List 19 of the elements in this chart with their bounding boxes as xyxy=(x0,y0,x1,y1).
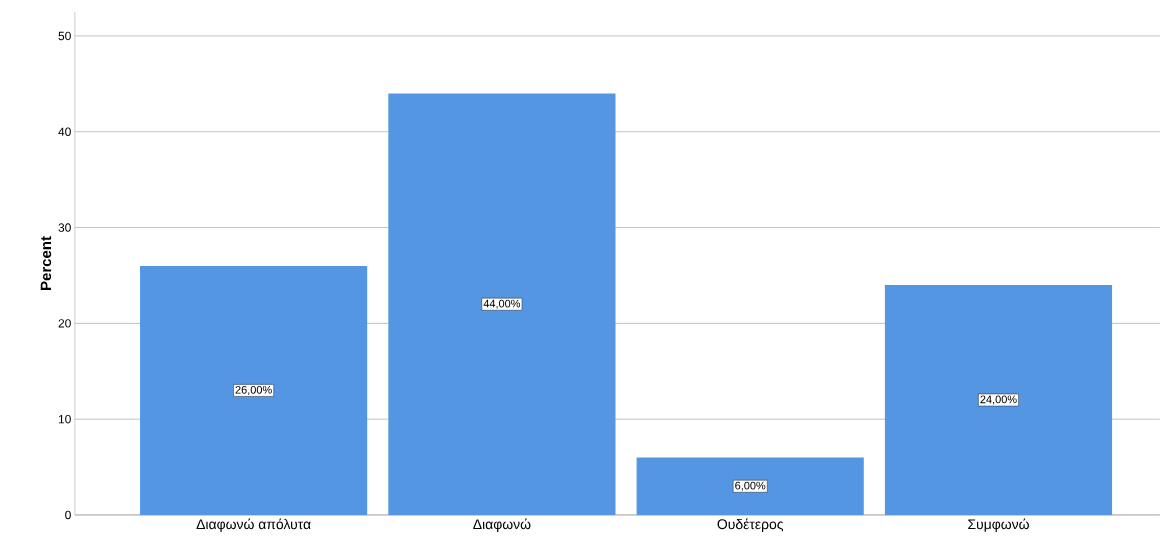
bar xyxy=(636,457,864,515)
data-label: 26,00% xyxy=(235,385,272,395)
y-tick-label: 20 xyxy=(58,319,71,328)
y-tick-label: 10 xyxy=(58,414,71,424)
y-tick-label: 30 xyxy=(58,223,71,232)
x-tick-label: Ουδέτερος xyxy=(717,518,784,532)
y-tick-label: 50 xyxy=(58,31,71,41)
x-tick-label: Διαφωνώ xyxy=(473,518,531,532)
bar xyxy=(140,265,368,515)
y-tick-label: 40 xyxy=(58,127,71,136)
data-label: 24,00% xyxy=(980,395,1017,405)
data-label: 44,00% xyxy=(483,299,521,309)
y-tick-label: 0 xyxy=(65,510,71,520)
bar xyxy=(388,93,616,515)
x-tick-label: Συμφωνώ xyxy=(968,518,1029,532)
x-tick-label: Διαφωνώ απόλυτα xyxy=(196,518,311,532)
bar xyxy=(884,285,1113,515)
y-axis-title: Percent xyxy=(40,236,52,290)
data-label: 6,00% xyxy=(735,481,766,491)
